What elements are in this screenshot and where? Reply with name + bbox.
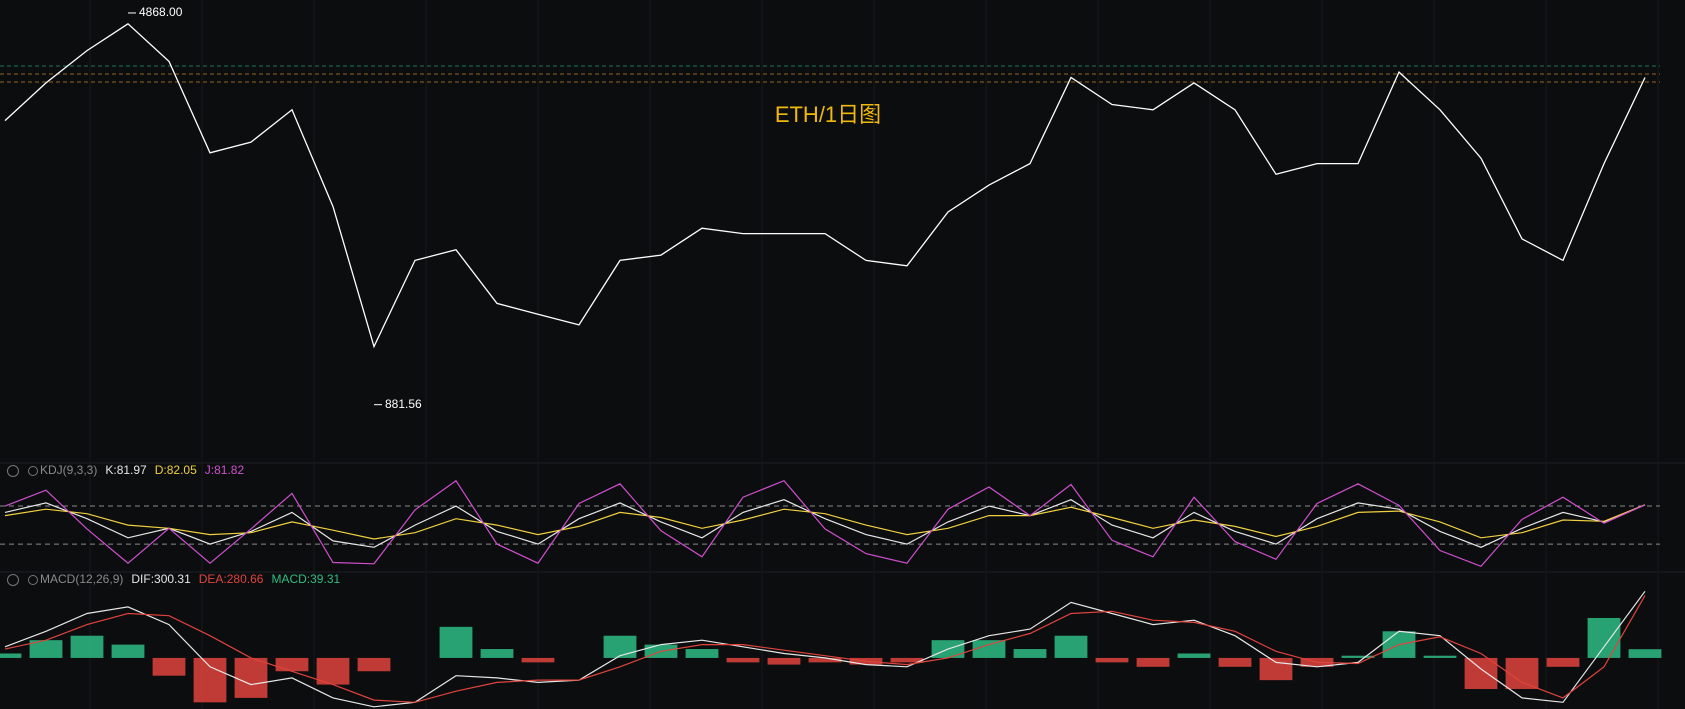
macd-bar	[111, 644, 145, 658]
macd-bar	[1095, 657, 1129, 663]
macd-bar	[1136, 657, 1170, 667]
macd-bar	[357, 657, 391, 672]
macd-bar	[890, 657, 924, 663]
macd-bar	[1177, 653, 1211, 658]
macd-line	[4, 595, 1646, 703]
macd-bar	[1423, 655, 1457, 658]
toggle-icon	[7, 465, 19, 477]
high-label: 4868.00	[139, 5, 183, 19]
legend-entry: MACD:39.31	[271, 572, 340, 586]
alert-icon	[28, 466, 38, 476]
macd-bar	[726, 657, 760, 663]
macd-bar	[767, 657, 801, 665]
macd-bar	[29, 640, 63, 658]
legend-entry: DIF:300.31	[131, 572, 191, 586]
macd-bar	[275, 657, 309, 672]
legend-entry: J:81.82	[205, 463, 245, 477]
macd-bar	[1341, 655, 1375, 658]
macd-line	[4, 590, 1646, 708]
macd-bar	[521, 657, 555, 663]
indicator-line	[4, 479, 1646, 568]
macd-bar	[1218, 657, 1252, 667]
macd-bar	[1259, 657, 1293, 681]
macd-bar	[152, 657, 186, 676]
indicator-line	[4, 504, 1646, 540]
macd-bar	[1464, 657, 1498, 690]
macd-bar	[603, 635, 637, 658]
macd-bar	[1587, 617, 1621, 658]
macd-bar	[234, 657, 268, 698]
macd-bar	[316, 657, 350, 685]
macd-bar	[1505, 657, 1539, 690]
macd-bar	[1013, 649, 1047, 658]
macd-bar	[480, 649, 514, 658]
chart-title: ETH/1日图	[775, 102, 881, 127]
macd-bar	[1054, 635, 1088, 658]
macd-bar	[1546, 657, 1580, 667]
legend-entry: D:82.05	[155, 463, 197, 477]
indicator-name: KDJ(9,3,3)	[40, 463, 97, 477]
toggle-icon	[7, 574, 19, 586]
indicator-name: MACD(12,26,9)	[40, 572, 123, 586]
macd-bar	[439, 626, 473, 658]
macd-bar	[70, 635, 104, 658]
alert-icon	[28, 575, 38, 585]
macd-bar	[1628, 649, 1662, 658]
legend-entry: DEA:280.66	[199, 572, 264, 586]
macd-bar	[193, 657, 227, 703]
macd-bar	[972, 640, 1006, 658]
price-line	[4, 22, 1646, 349]
macd-bar	[685, 649, 719, 658]
legend-entry: K:81.97	[105, 463, 147, 477]
macd-bar	[0, 653, 22, 658]
macd-bar	[808, 657, 842, 663]
indicator-line	[4, 499, 1646, 548]
low-label: 881.56	[385, 397, 422, 411]
